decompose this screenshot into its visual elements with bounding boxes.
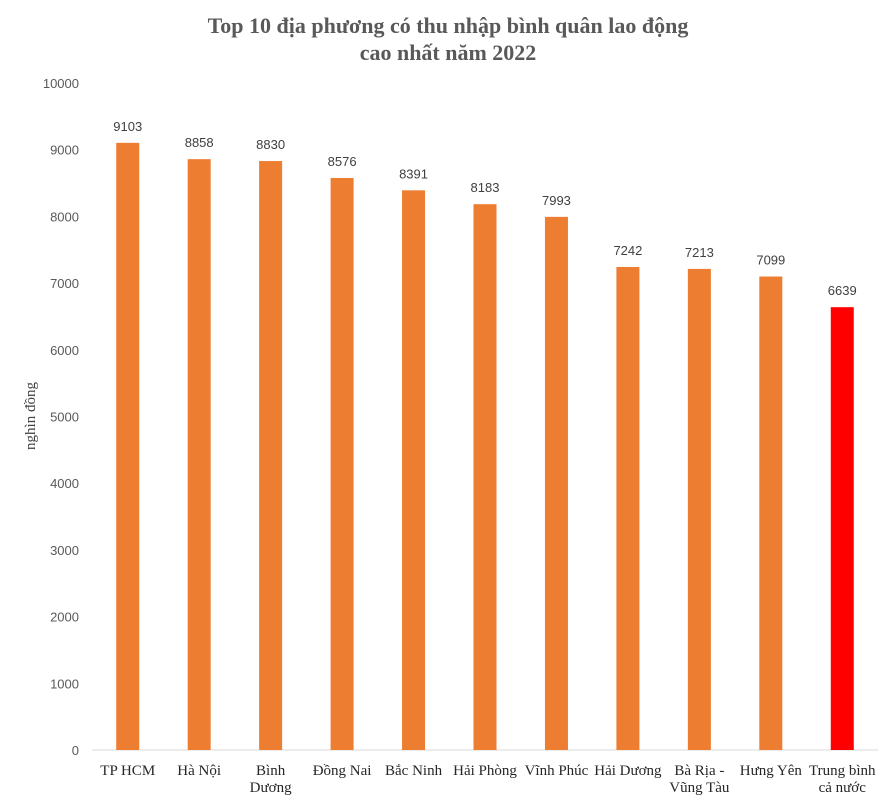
chart-title-line-1: Top 10 địa phương có thu nhập bình quân … [208, 13, 689, 38]
x-tick-label: Hải Phòng [453, 763, 517, 779]
data-label: 6639 [828, 283, 857, 298]
x-tick-label: Trung bình [809, 763, 876, 779]
x-tick-label: Hải Dương [594, 763, 662, 779]
x-tick-label: Hà Nội [177, 763, 221, 779]
bar [330, 177, 354, 750]
data-labels: 9103 8858 8830 8576 8391 8183 7993 7242 7213 7099… [113, 119, 856, 298]
x-tick-label: Bà Rịa - [674, 763, 724, 779]
x-tick-label: TP HCM [100, 763, 155, 779]
data-label: 8391 [399, 166, 428, 181]
x-tick-label: Dương [250, 780, 292, 796]
y-tick-label: 5000 [50, 410, 79, 425]
y-tick-label: 3000 [50, 543, 79, 558]
y-tick-label: 9000 [50, 143, 79, 158]
bar [687, 268, 711, 750]
y-tick-label: 0 [72, 743, 79, 758]
bar [187, 159, 211, 751]
data-label: 8830 [256, 137, 285, 152]
y-tick-label: 8000 [50, 209, 79, 224]
y-tick-label: 7000 [50, 276, 79, 291]
y-axis-label: nghìn đồng [23, 382, 39, 450]
data-label: 7099 [756, 252, 785, 267]
chart-title-line-2: cao nhất năm 2022 [360, 40, 537, 65]
bar [830, 307, 854, 750]
x-tick-label: cả nước [819, 780, 867, 796]
y-tick-label: 10000 [43, 76, 79, 91]
data-label: 8858 [185, 135, 214, 150]
bar [116, 142, 140, 750]
x-tick-label: Vũng Tàu [669, 780, 730, 796]
y-tick-label: 6000 [50, 343, 79, 358]
bar [759, 276, 783, 750]
bar [544, 216, 568, 751]
data-label: 8576 [328, 154, 357, 169]
y-tick-label: 1000 [50, 676, 79, 691]
data-label: 7213 [685, 245, 714, 260]
data-label: 8183 [471, 180, 500, 195]
y-tick-label: 2000 [50, 610, 79, 625]
bars [116, 142, 854, 751]
bar [259, 161, 283, 750]
y-tick-label: 4000 [50, 476, 79, 491]
bar [402, 190, 426, 750]
x-tick-label: Vĩnh Phúc [525, 763, 589, 779]
bar [616, 266, 640, 750]
data-label: 7993 [542, 193, 571, 208]
y-axis-ticks: 0 1000 2000 3000 4000 5000 6000 7000 8000 9000 100… [43, 76, 79, 758]
bar [473, 204, 497, 750]
data-label: 9103 [113, 119, 142, 134]
x-tick-label: Hưng Yên [740, 763, 803, 779]
data-label: 7242 [613, 243, 642, 258]
x-tick-label: Bắc Ninh [385, 763, 443, 779]
x-tick-label: Đồng Nai [313, 763, 372, 779]
x-tick-label: Bình [256, 763, 286, 779]
